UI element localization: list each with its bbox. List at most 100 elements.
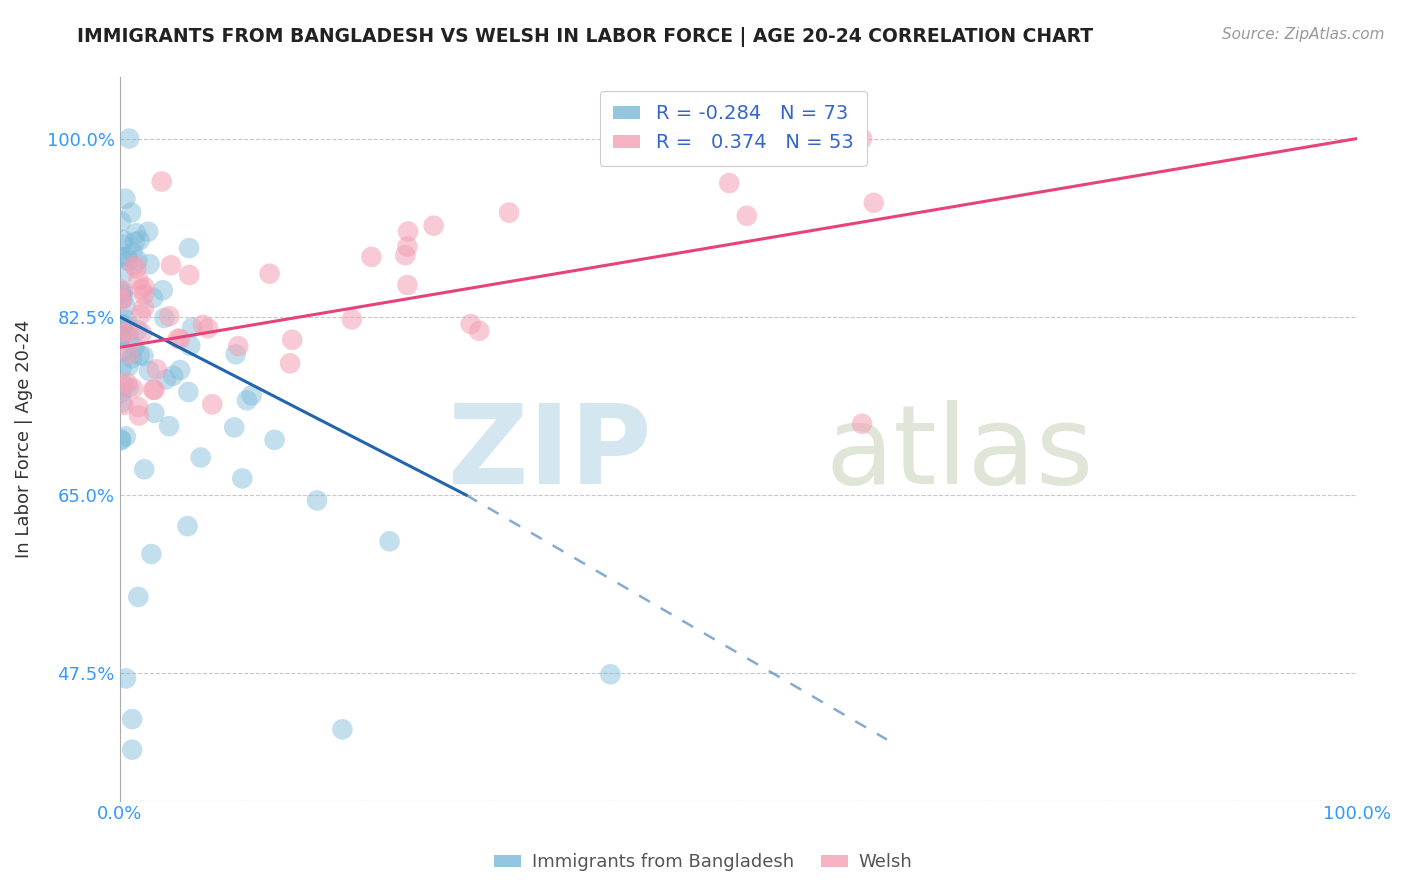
Point — [117, 324, 139, 338]
Point — [197, 321, 219, 335]
Point — [278, 356, 301, 370]
Point — [110, 292, 132, 306]
Point — [111, 287, 134, 301]
Point — [179, 339, 201, 353]
Point — [150, 174, 173, 188]
Point — [136, 225, 159, 239]
Point — [146, 362, 169, 376]
Point — [112, 344, 135, 359]
Point — [128, 348, 150, 362]
Point — [201, 397, 224, 411]
Point — [155, 372, 177, 386]
Point — [718, 176, 741, 190]
Point — [394, 248, 416, 262]
Point — [118, 254, 141, 268]
Point — [121, 712, 143, 726]
Point — [332, 723, 354, 737]
Point — [804, 131, 827, 145]
Point — [112, 233, 135, 247]
Text: IMMIGRANTS FROM BANGLADESH VS WELSH IN LABOR FORCE | AGE 20-24 CORRELATION CHART: IMMIGRANTS FROM BANGLADESH VS WELSH IN L… — [77, 27, 1094, 46]
Point — [143, 383, 166, 397]
Point — [125, 226, 148, 240]
Point — [112, 377, 135, 392]
Legend: R = -0.284   N = 73, R =   0.374   N = 53: R = -0.284 N = 73, R = 0.374 N = 53 — [599, 91, 868, 166]
Point — [112, 265, 135, 279]
Point — [169, 332, 191, 346]
Point — [118, 131, 141, 145]
Point — [118, 347, 141, 361]
Point — [111, 318, 134, 332]
Point — [226, 339, 249, 353]
Point — [599, 667, 621, 681]
Point — [190, 450, 212, 465]
Point — [112, 398, 135, 412]
Point — [121, 351, 143, 366]
Point — [138, 257, 160, 271]
Point — [127, 273, 149, 287]
Point — [112, 291, 135, 305]
Point — [134, 462, 156, 476]
Point — [142, 291, 165, 305]
Point — [468, 324, 491, 338]
Point — [118, 380, 141, 394]
Point — [111, 237, 134, 252]
Point — [152, 283, 174, 297]
Point — [360, 250, 382, 264]
Point — [396, 224, 419, 238]
Point — [851, 417, 873, 431]
Point — [127, 323, 149, 337]
Point — [110, 385, 132, 400]
Point — [177, 384, 200, 399]
Text: ZIP: ZIP — [449, 400, 652, 507]
Point — [114, 299, 136, 313]
Point — [110, 251, 132, 265]
Point — [122, 259, 145, 273]
Point — [112, 318, 135, 332]
Point — [735, 209, 758, 223]
Point — [127, 590, 149, 604]
Point — [132, 287, 155, 301]
Text: Source: ZipAtlas.com: Source: ZipAtlas.com — [1222, 27, 1385, 42]
Point — [157, 419, 180, 434]
Point — [340, 312, 363, 326]
Point — [128, 409, 150, 423]
Point — [862, 195, 884, 210]
Point — [114, 429, 136, 443]
Legend: Immigrants from Bangladesh, Welsh: Immigrants from Bangladesh, Welsh — [486, 847, 920, 879]
Point — [851, 131, 873, 145]
Point — [259, 267, 281, 281]
Point — [115, 376, 138, 390]
Point — [110, 327, 132, 342]
Point — [115, 313, 138, 327]
Point — [110, 214, 132, 228]
Point — [167, 332, 190, 346]
Point — [231, 471, 253, 485]
Point — [129, 308, 152, 322]
Text: atlas: atlas — [825, 400, 1094, 507]
Point — [396, 277, 419, 292]
Point — [396, 239, 419, 253]
Point — [141, 547, 163, 561]
Point — [118, 330, 141, 344]
Point — [157, 310, 180, 324]
Point — [225, 347, 247, 361]
Point — [125, 261, 148, 276]
Point — [121, 245, 143, 260]
Point — [128, 233, 150, 247]
Point — [110, 293, 132, 308]
Point — [191, 318, 214, 332]
Point — [131, 326, 153, 340]
Point — [127, 253, 149, 268]
Point — [169, 363, 191, 377]
Point — [115, 672, 138, 686]
Point — [124, 235, 146, 249]
Point — [181, 320, 204, 334]
Point — [143, 406, 166, 420]
Point — [498, 205, 520, 219]
Point — [112, 285, 135, 299]
Point — [460, 317, 482, 331]
Point — [224, 420, 246, 434]
Point — [179, 268, 201, 282]
Point — [117, 359, 139, 374]
Point — [121, 742, 143, 756]
